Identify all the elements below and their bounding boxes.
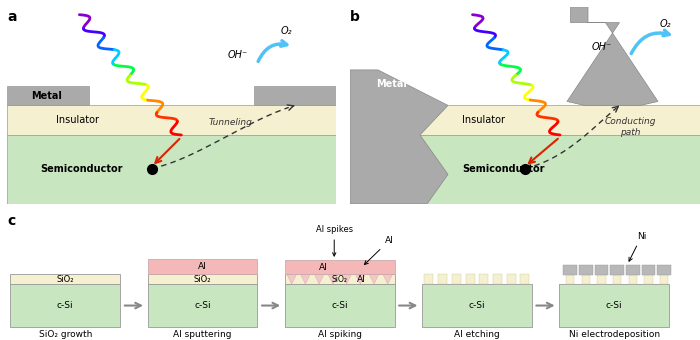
FancyBboxPatch shape (566, 275, 574, 284)
Text: c: c (7, 214, 15, 228)
Text: SiO₂: SiO₂ (194, 275, 211, 284)
FancyBboxPatch shape (253, 86, 336, 105)
Text: SiO₂: SiO₂ (332, 275, 348, 284)
Text: a: a (7, 10, 17, 24)
Text: OH⁻: OH⁻ (592, 42, 612, 52)
FancyBboxPatch shape (595, 265, 608, 275)
Text: c-Si: c-Si (57, 301, 74, 310)
FancyBboxPatch shape (7, 86, 90, 105)
Text: Semiconductor: Semiconductor (40, 165, 122, 174)
FancyBboxPatch shape (480, 274, 488, 284)
FancyBboxPatch shape (598, 275, 606, 284)
Polygon shape (314, 274, 324, 284)
Text: Al sputtering: Al sputtering (174, 330, 232, 339)
FancyBboxPatch shape (10, 274, 120, 284)
Text: O₂: O₂ (281, 27, 293, 36)
FancyBboxPatch shape (7, 105, 336, 135)
Polygon shape (567, 7, 658, 105)
FancyBboxPatch shape (424, 274, 433, 284)
Text: b: b (350, 10, 360, 24)
Text: Al spiking: Al spiking (318, 330, 362, 339)
FancyBboxPatch shape (564, 265, 577, 275)
FancyBboxPatch shape (285, 274, 395, 284)
Text: SiO₂ growth: SiO₂ growth (38, 330, 92, 339)
FancyBboxPatch shape (10, 284, 120, 327)
FancyBboxPatch shape (148, 284, 258, 327)
FancyBboxPatch shape (7, 135, 336, 204)
FancyBboxPatch shape (507, 274, 516, 284)
FancyBboxPatch shape (466, 274, 475, 284)
Polygon shape (350, 70, 448, 204)
Text: Ni: Ni (629, 232, 646, 261)
Text: Metal: Metal (31, 90, 62, 101)
Text: Al spikes: Al spikes (316, 225, 353, 256)
Polygon shape (300, 274, 310, 284)
Polygon shape (342, 274, 351, 284)
Text: Al: Al (319, 263, 328, 272)
Polygon shape (383, 274, 393, 284)
Text: Tunneling: Tunneling (209, 118, 253, 127)
FancyBboxPatch shape (657, 265, 671, 275)
FancyBboxPatch shape (582, 275, 590, 284)
Text: O₂: O₂ (659, 18, 671, 29)
Text: Insulator: Insulator (462, 115, 505, 125)
FancyBboxPatch shape (452, 274, 461, 284)
FancyBboxPatch shape (493, 274, 502, 284)
Text: Al: Al (365, 236, 393, 265)
FancyBboxPatch shape (350, 135, 700, 204)
FancyBboxPatch shape (285, 284, 395, 327)
FancyBboxPatch shape (645, 275, 652, 284)
Polygon shape (287, 274, 297, 284)
Text: Semiconductor: Semiconductor (462, 165, 545, 174)
FancyBboxPatch shape (613, 275, 622, 284)
FancyBboxPatch shape (148, 259, 258, 274)
Text: Conducting
path: Conducting path (604, 117, 656, 137)
Text: Al etching: Al etching (454, 330, 500, 339)
Text: OH⁻: OH⁻ (228, 50, 247, 60)
FancyBboxPatch shape (660, 275, 668, 284)
Text: Metal: Metal (377, 79, 407, 89)
Text: Ni electrodeposition: Ni electrodeposition (568, 330, 659, 339)
FancyBboxPatch shape (559, 284, 669, 327)
Polygon shape (369, 274, 379, 284)
Text: Al: Al (357, 275, 366, 284)
FancyBboxPatch shape (148, 274, 258, 284)
Text: Al: Al (198, 262, 207, 271)
FancyBboxPatch shape (629, 275, 637, 284)
FancyBboxPatch shape (626, 265, 640, 275)
Text: c-Si: c-Si (468, 301, 485, 310)
FancyBboxPatch shape (350, 105, 700, 135)
Text: c-Si: c-Si (194, 301, 211, 310)
FancyBboxPatch shape (285, 260, 395, 274)
FancyBboxPatch shape (422, 284, 532, 327)
FancyBboxPatch shape (610, 265, 624, 275)
Polygon shape (356, 274, 365, 284)
Text: c-Si: c-Si (606, 301, 622, 310)
Text: c-Si: c-Si (331, 301, 348, 310)
Text: Insulator: Insulator (56, 115, 99, 125)
FancyBboxPatch shape (579, 265, 593, 275)
Text: SiO₂: SiO₂ (57, 275, 74, 284)
FancyBboxPatch shape (438, 274, 447, 284)
FancyBboxPatch shape (642, 265, 655, 275)
Polygon shape (328, 274, 337, 284)
FancyBboxPatch shape (521, 274, 529, 284)
